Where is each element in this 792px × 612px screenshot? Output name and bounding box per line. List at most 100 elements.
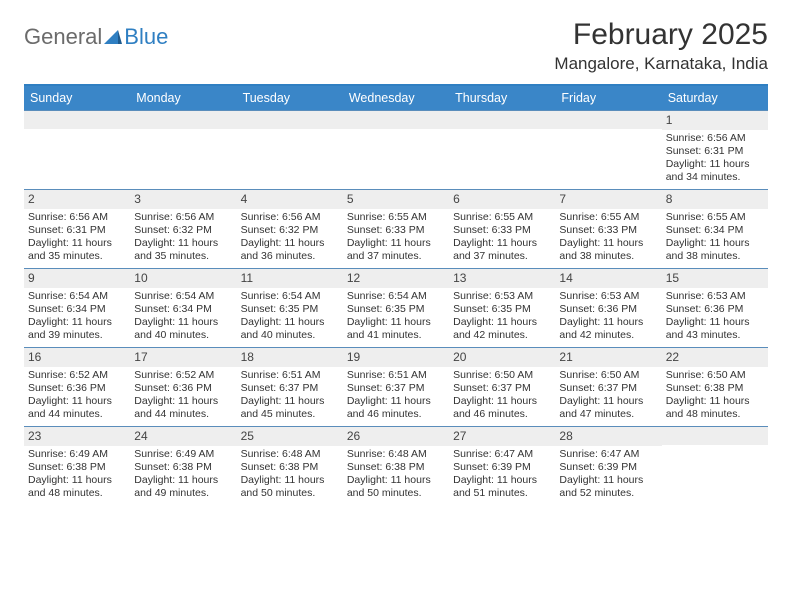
day-cell: 28Sunrise: 6:47 AMSunset: 6:39 PMDayligh…	[555, 427, 661, 505]
location: Mangalore, Karnataka, India	[554, 54, 768, 74]
day-cell: 8Sunrise: 6:55 AMSunset: 6:34 PMDaylight…	[662, 190, 768, 268]
day-number	[343, 111, 449, 129]
sunset-text: Sunset: 6:33 PM	[453, 224, 551, 237]
day-cell: 25Sunrise: 6:48 AMSunset: 6:38 PMDayligh…	[237, 427, 343, 505]
daylight-text: Daylight: 11 hours and 42 minutes.	[559, 316, 657, 342]
day-number	[24, 111, 130, 129]
day-header: Saturday	[662, 86, 768, 110]
day-cell: 24Sunrise: 6:49 AMSunset: 6:38 PMDayligh…	[130, 427, 236, 505]
day-number: 23	[24, 427, 130, 446]
daylight-text: Daylight: 11 hours and 46 minutes.	[347, 395, 445, 421]
header: General Blue February 2025 Mangalore, Ka…	[24, 18, 768, 74]
day-content: Sunrise: 6:53 AMSunset: 6:36 PMDaylight:…	[662, 288, 768, 347]
day-number: 15	[662, 269, 768, 288]
sunrise-text: Sunrise: 6:47 AM	[559, 448, 657, 461]
day-content: Sunrise: 6:53 AMSunset: 6:36 PMDaylight:…	[555, 288, 661, 347]
day-number: 18	[237, 348, 343, 367]
day-content: Sunrise: 6:55 AMSunset: 6:33 PMDaylight:…	[343, 209, 449, 268]
title-block: February 2025 Mangalore, Karnataka, Indi…	[554, 18, 768, 74]
day-cell	[343, 111, 449, 189]
day-number: 5	[343, 190, 449, 209]
day-cell: 19Sunrise: 6:51 AMSunset: 6:37 PMDayligh…	[343, 348, 449, 426]
day-content: Sunrise: 6:54 AMSunset: 6:35 PMDaylight:…	[237, 288, 343, 347]
logo-triangle-icon	[104, 30, 122, 44]
sunrise-text: Sunrise: 6:50 AM	[453, 369, 551, 382]
daylight-text: Daylight: 11 hours and 48 minutes.	[666, 395, 764, 421]
day-content: Sunrise: 6:52 AMSunset: 6:36 PMDaylight:…	[24, 367, 130, 426]
day-content: Sunrise: 6:56 AMSunset: 6:31 PMDaylight:…	[662, 130, 768, 189]
day-header: Wednesday	[343, 86, 449, 110]
day-content: Sunrise: 6:48 AMSunset: 6:38 PMDaylight:…	[343, 446, 449, 505]
day-content: Sunrise: 6:55 AMSunset: 6:33 PMDaylight:…	[555, 209, 661, 268]
day-header-row: SundayMondayTuesdayWednesdayThursdayFrid…	[24, 86, 768, 110]
day-cell: 14Sunrise: 6:53 AMSunset: 6:36 PMDayligh…	[555, 269, 661, 347]
sunset-text: Sunset: 6:36 PM	[28, 382, 126, 395]
sunrise-text: Sunrise: 6:48 AM	[347, 448, 445, 461]
sunrise-text: Sunrise: 6:54 AM	[347, 290, 445, 303]
daylight-text: Daylight: 11 hours and 35 minutes.	[28, 237, 126, 263]
day-cell: 18Sunrise: 6:51 AMSunset: 6:37 PMDayligh…	[237, 348, 343, 426]
daylight-text: Daylight: 11 hours and 36 minutes.	[241, 237, 339, 263]
day-number: 3	[130, 190, 236, 209]
day-number: 24	[130, 427, 236, 446]
day-number: 20	[449, 348, 555, 367]
sunrise-text: Sunrise: 6:51 AM	[347, 369, 445, 382]
day-number	[130, 111, 236, 129]
week-row: 2Sunrise: 6:56 AMSunset: 6:31 PMDaylight…	[24, 189, 768, 268]
day-number: 7	[555, 190, 661, 209]
day-cell	[449, 111, 555, 189]
daylight-text: Daylight: 11 hours and 52 minutes.	[559, 474, 657, 500]
day-number: 12	[343, 269, 449, 288]
sunrise-text: Sunrise: 6:55 AM	[453, 211, 551, 224]
day-header: Tuesday	[237, 86, 343, 110]
day-content: Sunrise: 6:56 AMSunset: 6:32 PMDaylight:…	[130, 209, 236, 268]
week-row: 1Sunrise: 6:56 AMSunset: 6:31 PMDaylight…	[24, 110, 768, 189]
day-cell: 13Sunrise: 6:53 AMSunset: 6:35 PMDayligh…	[449, 269, 555, 347]
day-content: Sunrise: 6:50 AMSunset: 6:37 PMDaylight:…	[555, 367, 661, 426]
sunset-text: Sunset: 6:37 PM	[559, 382, 657, 395]
logo-text-blue: Blue	[124, 24, 168, 50]
sunrise-text: Sunrise: 6:55 AM	[559, 211, 657, 224]
daylight-text: Daylight: 11 hours and 40 minutes.	[241, 316, 339, 342]
sunrise-text: Sunrise: 6:56 AM	[666, 132, 764, 145]
day-header: Monday	[130, 86, 236, 110]
day-cell: 15Sunrise: 6:53 AMSunset: 6:36 PMDayligh…	[662, 269, 768, 347]
sunset-text: Sunset: 6:38 PM	[28, 461, 126, 474]
sunset-text: Sunset: 6:37 PM	[347, 382, 445, 395]
sunrise-text: Sunrise: 6:52 AM	[28, 369, 126, 382]
day-cell: 16Sunrise: 6:52 AMSunset: 6:36 PMDayligh…	[24, 348, 130, 426]
sunset-text: Sunset: 6:39 PM	[559, 461, 657, 474]
daylight-text: Daylight: 11 hours and 46 minutes.	[453, 395, 551, 421]
sunset-text: Sunset: 6:34 PM	[134, 303, 232, 316]
day-content: Sunrise: 6:47 AMSunset: 6:39 PMDaylight:…	[555, 446, 661, 505]
day-content: Sunrise: 6:54 AMSunset: 6:34 PMDaylight:…	[24, 288, 130, 347]
sunset-text: Sunset: 6:31 PM	[666, 145, 764, 158]
daylight-text: Daylight: 11 hours and 39 minutes.	[28, 316, 126, 342]
daylight-text: Daylight: 11 hours and 44 minutes.	[134, 395, 232, 421]
sunrise-text: Sunrise: 6:52 AM	[134, 369, 232, 382]
daylight-text: Daylight: 11 hours and 51 minutes.	[453, 474, 551, 500]
daylight-text: Daylight: 11 hours and 45 minutes.	[241, 395, 339, 421]
calendar: SundayMondayTuesdayWednesdayThursdayFrid…	[24, 84, 768, 505]
day-cell	[237, 111, 343, 189]
day-number: 9	[24, 269, 130, 288]
sunset-text: Sunset: 6:34 PM	[28, 303, 126, 316]
day-number: 4	[237, 190, 343, 209]
day-cell: 21Sunrise: 6:50 AMSunset: 6:37 PMDayligh…	[555, 348, 661, 426]
sunset-text: Sunset: 6:33 PM	[559, 224, 657, 237]
sunset-text: Sunset: 6:36 PM	[134, 382, 232, 395]
sunset-text: Sunset: 6:32 PM	[134, 224, 232, 237]
day-number: 1	[662, 111, 768, 130]
day-cell: 20Sunrise: 6:50 AMSunset: 6:37 PMDayligh…	[449, 348, 555, 426]
sunset-text: Sunset: 6:39 PM	[453, 461, 551, 474]
sunset-text: Sunset: 6:38 PM	[241, 461, 339, 474]
day-number: 11	[237, 269, 343, 288]
daylight-text: Daylight: 11 hours and 49 minutes.	[134, 474, 232, 500]
sunset-text: Sunset: 6:36 PM	[666, 303, 764, 316]
day-content: Sunrise: 6:53 AMSunset: 6:35 PMDaylight:…	[449, 288, 555, 347]
day-number: 25	[237, 427, 343, 446]
sunset-text: Sunset: 6:35 PM	[347, 303, 445, 316]
day-content: Sunrise: 6:55 AMSunset: 6:33 PMDaylight:…	[449, 209, 555, 268]
sunset-text: Sunset: 6:31 PM	[28, 224, 126, 237]
sunrise-text: Sunrise: 6:53 AM	[666, 290, 764, 303]
